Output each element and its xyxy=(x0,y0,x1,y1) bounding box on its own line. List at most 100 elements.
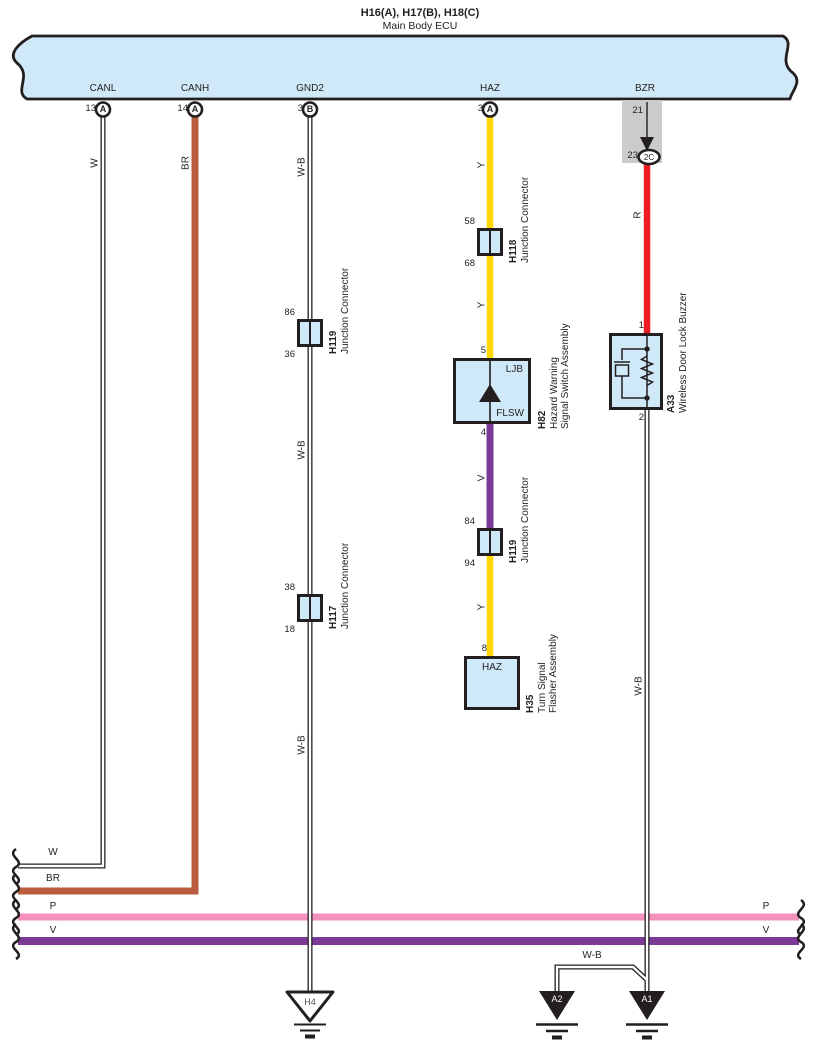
wire-code-y-2: Y xyxy=(476,301,488,309)
pin-number-haz: 3 xyxy=(477,103,483,114)
a33-label: A33 Wireless Door Lock Buzzer xyxy=(666,292,689,413)
h82-label: H82 Hazard Warning Signal Switch Assembl… xyxy=(537,323,572,429)
h119-haz-name: Junction Connector xyxy=(519,476,531,563)
break-squiggle-v-left xyxy=(11,922,21,961)
pin-circle-haz[interactable] xyxy=(481,101,499,118)
h119-gnd-label: H119 Junction Connector xyxy=(328,268,351,354)
h117-pin-bottom: 18 xyxy=(284,624,295,635)
h82-id: H82 xyxy=(537,410,548,429)
h119-haz-pin-bottom: 94 xyxy=(464,558,475,569)
component-a33-buzzer[interactable] xyxy=(609,333,663,410)
connector-letter-gnd2: B xyxy=(306,104,314,114)
h35-id: H35 xyxy=(525,694,536,713)
h117-id: H117 xyxy=(328,605,339,629)
break-squiggle-p-left xyxy=(11,898,21,937)
h119-gnd-name: Junction Connector xyxy=(339,267,351,354)
h117-pin-top: 38 xyxy=(284,582,295,593)
wire-code-wb-1: W-B xyxy=(296,157,308,177)
h82-pin-bottom: 4 xyxy=(480,427,486,438)
wire-code-wb-2: W-B xyxy=(296,440,308,460)
splice-2c-label: 2C xyxy=(643,152,655,162)
connector-letter-canh: A xyxy=(191,104,199,114)
h119-haz-id: H119 xyxy=(508,539,519,563)
h82-arrow-icon xyxy=(479,384,501,402)
bus-label-w: W xyxy=(48,847,58,858)
junction-connector-h117[interactable] xyxy=(297,594,323,622)
a33-resistor-icon xyxy=(639,355,655,387)
h35-terminal-haz: HAZ xyxy=(482,662,502,673)
wire-code-y-3: Y xyxy=(476,603,488,611)
splice-pin-number: 23 xyxy=(627,150,638,161)
component-h35-flasher[interactable]: HAZ xyxy=(464,656,520,710)
component-h82-hazard-switch[interactable]: LJB FLSW xyxy=(453,358,531,424)
a33-name: Wireless Door Lock Buzzer xyxy=(677,292,689,413)
ecu-pin-label-gnd2: GND2 xyxy=(296,83,324,94)
ground-a2-triangle[interactable] xyxy=(539,991,575,1020)
h119-gnd-id: H119 xyxy=(328,330,339,354)
h35-pin-top: 8 xyxy=(481,643,487,654)
h118-id: H118 xyxy=(508,239,519,263)
a33-piezo-icon xyxy=(614,364,630,377)
h117-label: H117 Junction Connector xyxy=(328,543,351,629)
pin-number-canl: 13 xyxy=(85,103,96,114)
junction-connector-h119-haz[interactable] xyxy=(477,528,503,556)
a33-pin-bottom: 2 xyxy=(638,412,644,423)
wire-code-wb-4: W-B xyxy=(633,676,645,696)
a33-internal-circuit xyxy=(614,336,655,407)
h82-name-line1: Hazard Warning xyxy=(548,357,560,429)
h82-name-line2: Signal Switch Assembly xyxy=(560,323,571,429)
ground-h4-label: H4 xyxy=(304,997,316,1007)
ground-a1-triangle[interactable] xyxy=(629,991,665,1020)
ecu-pin-label-canl: CANL xyxy=(89,83,117,94)
h82-terminal-flsw: FLSW xyxy=(496,408,524,419)
ecu-pin-label-bzr: BZR xyxy=(635,83,655,94)
connector-letter-haz: A xyxy=(486,104,494,114)
h35-name-line1: Turn Signal xyxy=(536,662,548,713)
ecu-band[interactable] xyxy=(11,34,799,101)
a33-branch-top xyxy=(621,348,647,360)
splice-2c-oval[interactable] xyxy=(637,148,661,166)
h118-pin-top: 58 xyxy=(464,216,475,227)
ecu-pin-label-haz: HAZ xyxy=(480,83,500,94)
a33-junction-dot-bottom xyxy=(644,395,650,401)
a33-junction-dot-top xyxy=(644,346,650,352)
h119-gnd-divider xyxy=(309,322,311,344)
ground-h4-triangle[interactable] xyxy=(285,990,335,1023)
wire-branch-wb-core xyxy=(555,965,648,992)
ground-a2-label: A2 xyxy=(551,994,563,1004)
wire-code-wb-3: W-B xyxy=(296,735,308,755)
ecu-pin-label-canh: CANH xyxy=(180,83,210,94)
pin-circle-canl[interactable] xyxy=(94,101,112,118)
wire-code-v: V xyxy=(476,474,488,482)
a33-pin-top: 1 xyxy=(638,320,644,331)
h119-gnd-pin-top: 86 xyxy=(284,307,295,318)
h118-pin-bottom: 68 xyxy=(464,258,475,269)
h119-haz-divider xyxy=(489,531,491,553)
pin-circle-gnd2[interactable] xyxy=(301,101,319,118)
wire-code-r: R xyxy=(632,211,644,219)
pin-circle-canh[interactable] xyxy=(186,101,204,118)
wire-canh-br xyxy=(18,116,199,895)
break-squiggle-br xyxy=(11,872,21,911)
h119-gnd-pin-bottom: 36 xyxy=(284,349,295,360)
wire-canl-w-core xyxy=(18,116,105,868)
h118-label: H118 Junction Connector xyxy=(508,177,531,263)
h119-haz-pin-top: 84 xyxy=(464,516,475,527)
ecu-name: Main Body ECU xyxy=(382,20,458,32)
junction-connector-h119-gnd[interactable] xyxy=(297,319,323,347)
h118-name: Junction Connector xyxy=(519,176,531,263)
break-squiggle-v-right xyxy=(796,922,806,961)
junction-connector-h118[interactable] xyxy=(477,228,503,256)
break-squiggle-p-right xyxy=(796,898,806,937)
h35-label: H35 Turn Signal Flasher Assembly xyxy=(525,634,560,713)
bus-label-v-right: V xyxy=(762,925,770,936)
h82-terminal-ljb: LJB xyxy=(505,364,523,375)
break-squiggle-w xyxy=(11,847,21,886)
pin-number-gnd2: 3 xyxy=(297,103,303,114)
wire-canl-w-outline xyxy=(18,116,106,869)
bus-label-br: BR xyxy=(46,873,60,884)
a33-branch-bottom xyxy=(621,376,647,399)
wire-code-y-1: Y xyxy=(476,161,488,169)
